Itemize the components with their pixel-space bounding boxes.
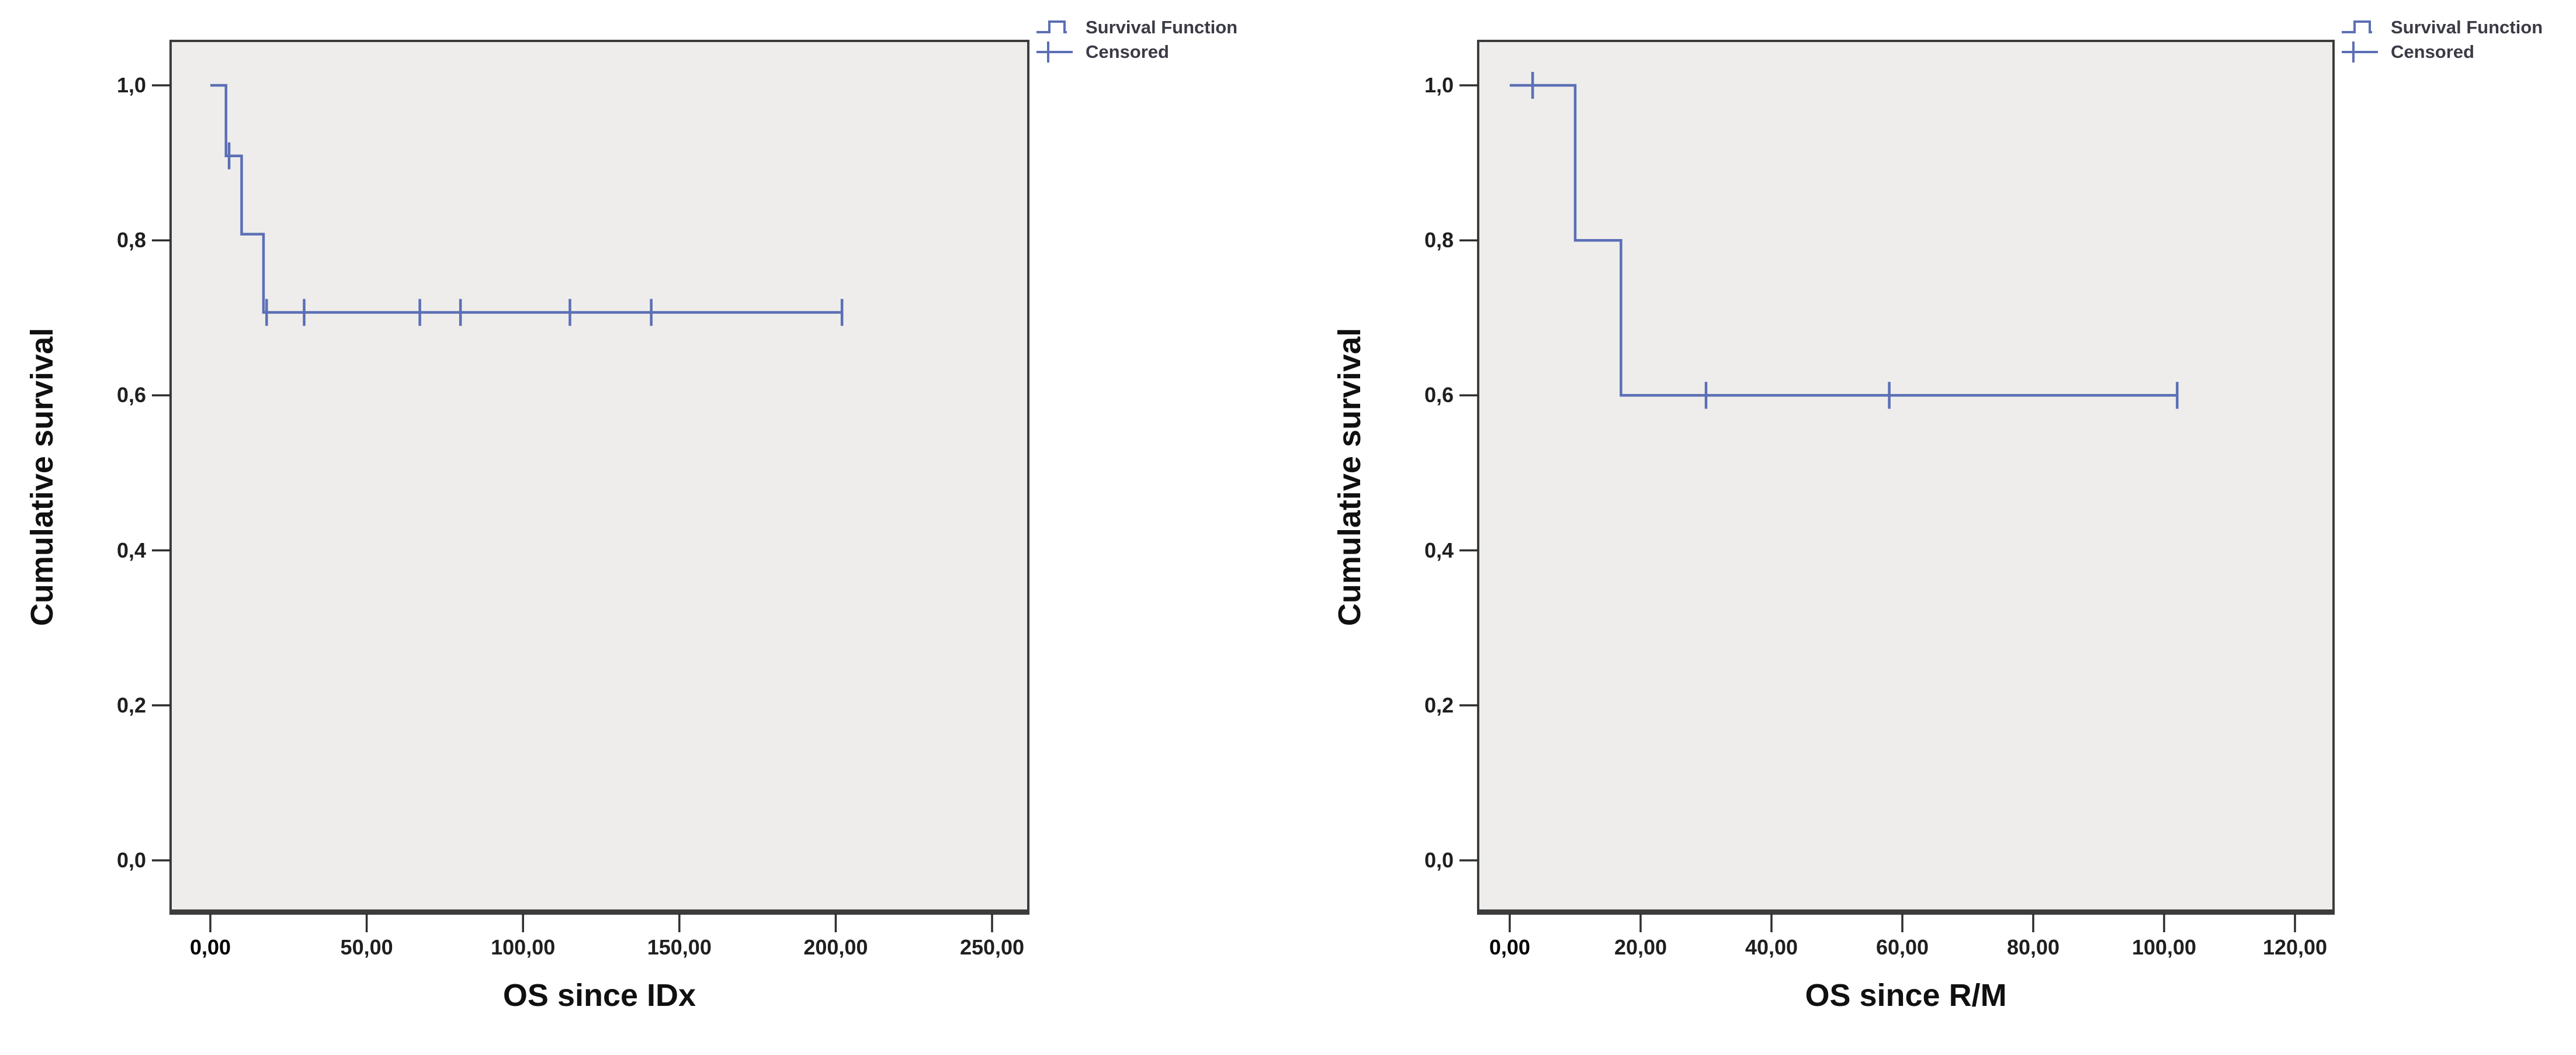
legend-label: Survival Function <box>2391 17 2543 37</box>
y-tick-label: 1,0 <box>1424 73 1454 97</box>
y-tick-label: 0,6 <box>116 383 146 407</box>
x-tick-label: 120,00 <box>2262 935 2328 959</box>
x-tick-label: 200,00 <box>803 935 868 959</box>
y-tick-label: 0,6 <box>1424 383 1454 407</box>
legend-item-censored: Censored <box>2341 40 2543 64</box>
x-tick-label: 100,00 <box>491 935 556 959</box>
y-tick-label: 0,8 <box>116 228 146 252</box>
y-axis-title: Cumulative survival <box>1332 327 1367 627</box>
x-tick-label: 0,00 <box>189 935 231 959</box>
legend: Survival Function Censored <box>2341 15 2543 64</box>
legend: Survival Function Censored <box>1035 15 1237 64</box>
x-tick-label: 80,00 <box>2006 935 2060 959</box>
x-tick-label: 150,00 <box>647 935 712 959</box>
y-tick-label: 0,8 <box>1424 228 1454 252</box>
legend-item-censored: Censored <box>1035 40 1237 64</box>
x-axis-title: OS since R/M <box>1805 978 2007 1013</box>
legend-item-survival-function: Survival Function <box>1035 15 1237 40</box>
y-tick-label: 0,4 <box>116 538 146 562</box>
plus-mark-icon <box>2342 41 2378 63</box>
plus-mark-icon <box>1036 41 1073 63</box>
plot-area <box>169 40 1029 915</box>
y-tick-label: 0,4 <box>1424 538 1454 562</box>
y-tick-label: 0,2 <box>116 693 146 717</box>
step-line-icon <box>1036 20 1067 33</box>
legend-label: Censored <box>1086 41 1169 62</box>
x-axis-title: OS since IDx <box>502 978 696 1013</box>
x-tick-label: 250,00 <box>959 935 1025 959</box>
x-tick-label: 60,00 <box>1875 935 1929 959</box>
legend-item-survival-function: Survival Function <box>2341 15 2543 40</box>
y-tick-label: 0,2 <box>1424 693 1454 717</box>
legend-label: Censored <box>2391 41 2474 62</box>
y-tick-label: 0,0 <box>1424 848 1454 872</box>
step-line-icon <box>2342 20 2372 33</box>
plot-area <box>1477 40 2335 915</box>
x-tick-label: 0,00 <box>1489 935 1531 959</box>
y-tick-label: 1,0 <box>116 73 146 97</box>
x-tick-label: 40,00 <box>1745 935 1798 959</box>
x-tick-label: 20,00 <box>1614 935 1667 959</box>
legend-label: Survival Function <box>1086 17 1238 37</box>
y-tick-label: 0,0 <box>116 848 146 872</box>
y-axis-title: Cumulative survival <box>25 327 60 627</box>
x-tick-label: 50,00 <box>340 935 393 959</box>
x-tick-label: 100,00 <box>2131 935 2197 959</box>
